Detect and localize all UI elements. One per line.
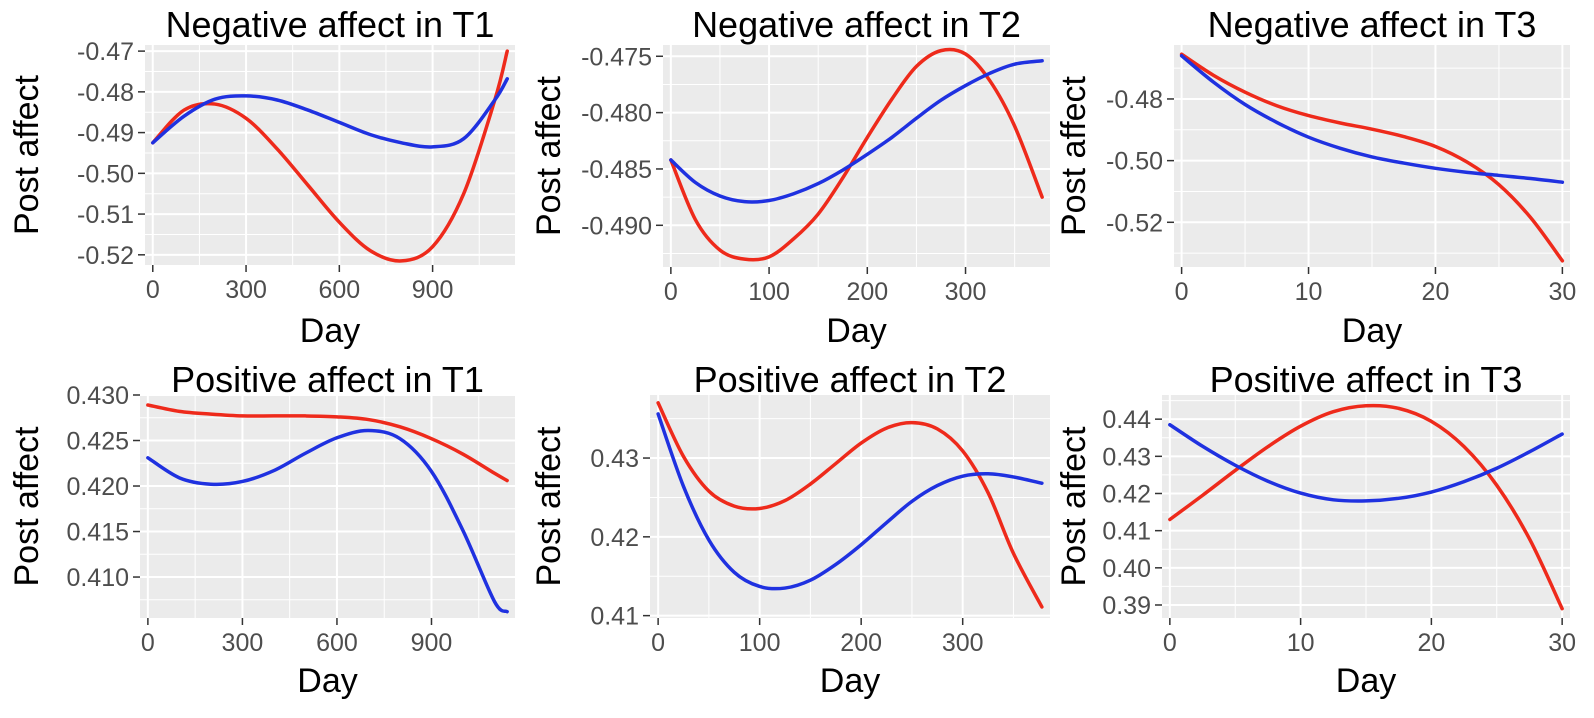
chart-panel-1: 0 300 600 900 -0.52 -0.51 -0.50 -0.49 -0.48 -0.47… <box>8 4 515 350</box>
y-tick-label: 0.39 <box>1102 592 1151 620</box>
x-tick-label: 0 <box>146 276 160 304</box>
x-tick-label: 0 <box>1163 629 1177 657</box>
y-tick-label: 0.40 <box>1102 555 1151 583</box>
series-line-red <box>146 403 509 483</box>
y-axis-label: Post affect <box>1055 75 1093 236</box>
plot-background <box>650 395 1050 618</box>
y-axis-label: Post affect <box>1055 426 1093 587</box>
y-tick-label: 0.43 <box>1102 443 1151 471</box>
series-line-blue <box>151 77 509 149</box>
x-tick-label: 100 <box>748 278 790 306</box>
chart-panel-3: 0 10 20 30 -0.52 -0.50 -0.48 Negative affect in… <box>1055 4 1576 350</box>
chart-panel-4: 0 300 600 900 0.410 0.415 0.420 0.425 0.430 Posit… <box>8 359 515 700</box>
y-axis-label: Post affect <box>530 426 568 587</box>
y-tick-label: -0.49 <box>77 120 134 148</box>
y-tick-label: 0.41 <box>590 603 639 631</box>
x-tick-label: 900 <box>412 276 454 304</box>
x-tick-label: 900 <box>411 629 453 657</box>
x-tick-label: 30 <box>1548 629 1576 657</box>
x-axis-label: Day <box>1336 662 1396 700</box>
x-axis-label: Day <box>826 312 886 350</box>
chart-title: Positive affect in T1 <box>171 359 484 400</box>
y-tick-label: -0.485 <box>581 156 652 184</box>
chart-title: Negative affect in T3 <box>1208 4 1537 45</box>
y-tick-label: 0.42 <box>1102 480 1151 508</box>
x-tick-label: 0 <box>664 278 678 306</box>
series-line-red <box>669 47 1044 262</box>
y-tick-label: 0.41 <box>1102 518 1151 546</box>
x-axis-label: Day <box>300 312 360 350</box>
x-axis-label: Day <box>820 662 880 700</box>
y-tick-label: 0.410 <box>66 564 129 592</box>
y-tick-label: -0.475 <box>581 43 652 71</box>
y-tick-label: -0.51 <box>77 201 134 229</box>
y-tick-label: -0.48 <box>1106 86 1163 114</box>
y-tick-label: 0.425 <box>66 428 129 456</box>
series-line-red <box>1168 403 1564 611</box>
y-tick-label: 0.430 <box>66 382 129 410</box>
y-tick-label: 0.44 <box>1102 406 1151 434</box>
x-tick-label: 20 <box>1422 278 1450 306</box>
x-tick-label: 30 <box>1548 278 1576 306</box>
y-axis-label: Post affect <box>8 74 46 235</box>
x-tick-label: 600 <box>318 276 360 304</box>
chart-panel-2: 0 100 200 300 -0.490 -0.485 -0.480 -0.475 Negati… <box>530 4 1050 350</box>
x-tick-label: 10 <box>1287 629 1315 657</box>
y-tick-label: -0.48 <box>77 79 134 107</box>
y-axis-label: Post affect <box>530 75 568 236</box>
y-axis-label: Post affect <box>8 426 46 587</box>
series-line-blue <box>656 412 1044 591</box>
x-tick-label: 20 <box>1417 629 1445 657</box>
x-tick-label: 600 <box>316 629 358 657</box>
chart-panel-6: 0 10 20 30 0.39 0.40 0.41 0.42 0.43 0.44 Positive … <box>1055 359 1576 700</box>
y-tick-label: -0.47 <box>77 38 134 66</box>
plot-background <box>145 45 515 265</box>
y-tick-label: -0.50 <box>77 160 134 188</box>
x-tick-label: 300 <box>942 629 984 657</box>
series-line-blue <box>1179 54 1565 184</box>
x-tick-label: 300 <box>945 278 987 306</box>
series-line-blue <box>669 59 1044 204</box>
x-axis-label: Day <box>1342 312 1402 350</box>
series-line-blue <box>1168 422 1564 503</box>
chart-title: Negative affect in T1 <box>166 4 495 45</box>
y-tick-label: 0.420 <box>66 473 129 501</box>
x-tick-label: 100 <box>739 629 781 657</box>
y-tick-label: -0.52 <box>77 242 134 270</box>
x-tick-label: 10 <box>1295 278 1323 306</box>
y-tick-label: 0.42 <box>590 524 639 552</box>
series-line-red <box>151 49 509 263</box>
x-tick-label: 0 <box>1175 278 1189 306</box>
chart-title: Negative affect in T2 <box>692 4 1021 45</box>
series-line-blue <box>146 428 509 614</box>
y-tick-label: -0.52 <box>1106 209 1163 237</box>
chart-panel-5: 0 100 200 300 0.41 0.42 0.43 Positive affect in… <box>530 359 1050 700</box>
chart-title: Positive affect in T2 <box>694 359 1007 400</box>
x-tick-label: 200 <box>840 629 882 657</box>
y-tick-label: -0.50 <box>1106 148 1163 176</box>
x-tick-label: 300 <box>225 276 267 304</box>
x-tick-label: 300 <box>222 629 264 657</box>
y-tick-label: 0.415 <box>66 519 129 547</box>
y-tick-label: -0.480 <box>581 100 652 128</box>
y-tick-label: -0.490 <box>581 212 652 240</box>
x-axis-label: Day <box>297 662 357 700</box>
x-tick-label: 0 <box>651 629 665 657</box>
x-tick-label: 0 <box>141 629 155 657</box>
x-tick-label: 200 <box>846 278 888 306</box>
chart-title: Positive affect in T3 <box>1210 359 1523 400</box>
series-line-red <box>1179 52 1565 263</box>
plot-background <box>140 395 515 618</box>
y-tick-label: 0.43 <box>590 445 639 473</box>
